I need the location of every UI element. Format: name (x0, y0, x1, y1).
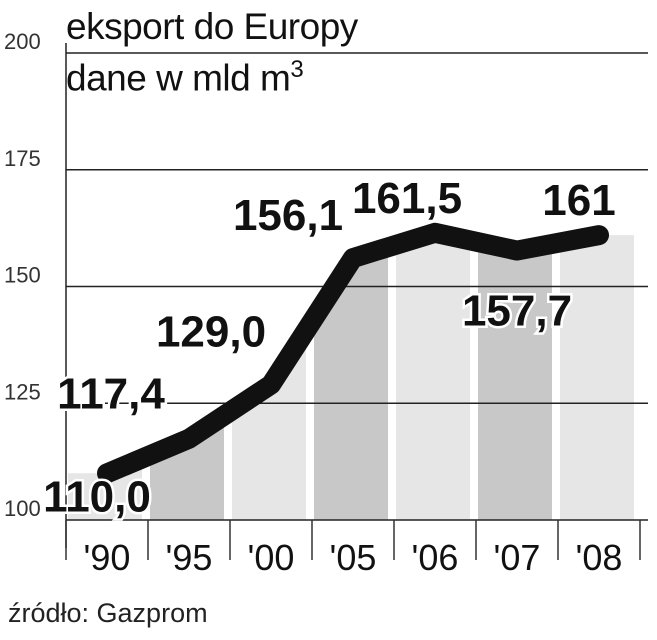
x-tick-label: '05 (330, 537, 377, 578)
x-tick-label: '90 (84, 537, 131, 578)
subtitle-superscript: 3 (290, 56, 304, 83)
data-point (350, 255, 356, 262)
data-label: 161 (542, 176, 615, 225)
y-tick-label: 100 (4, 496, 41, 521)
data-point (104, 470, 110, 477)
x-tick-label: '08 (576, 537, 623, 578)
subtitle-text: dane w mld m (66, 57, 291, 99)
data-point (596, 232, 602, 239)
area-column (314, 245, 388, 521)
y-tick-label: 175 (4, 146, 41, 171)
data-point (514, 247, 520, 254)
data-label: 157,7 (462, 287, 572, 336)
area-column (396, 232, 470, 521)
data-label: 110,0 (43, 472, 151, 521)
source-note: źródło: Gazprom (8, 598, 208, 628)
x-tick-label: '06 (412, 537, 459, 578)
y-tick-label: 200 (4, 29, 41, 54)
data-point (432, 229, 438, 236)
data-label: 156,1 (233, 191, 343, 240)
y-tick-label: 150 (4, 263, 41, 288)
x-tick-label: '07 (494, 537, 541, 578)
data-point (186, 435, 192, 442)
x-tick-label: '00 (248, 537, 295, 578)
chart-title: eksport do Europy (66, 6, 358, 47)
area-column (478, 241, 552, 520)
data-label: 129,0 (156, 308, 266, 357)
y-tick-label: 125 (4, 379, 41, 404)
data-point (268, 381, 274, 388)
x-tick-label: '95 (166, 537, 213, 578)
chart-subtitle: dane w mld m3 (66, 56, 304, 99)
area-column (560, 235, 634, 520)
data-label: 161,5 (352, 174, 462, 223)
data-label: 117,4 (57, 370, 165, 419)
